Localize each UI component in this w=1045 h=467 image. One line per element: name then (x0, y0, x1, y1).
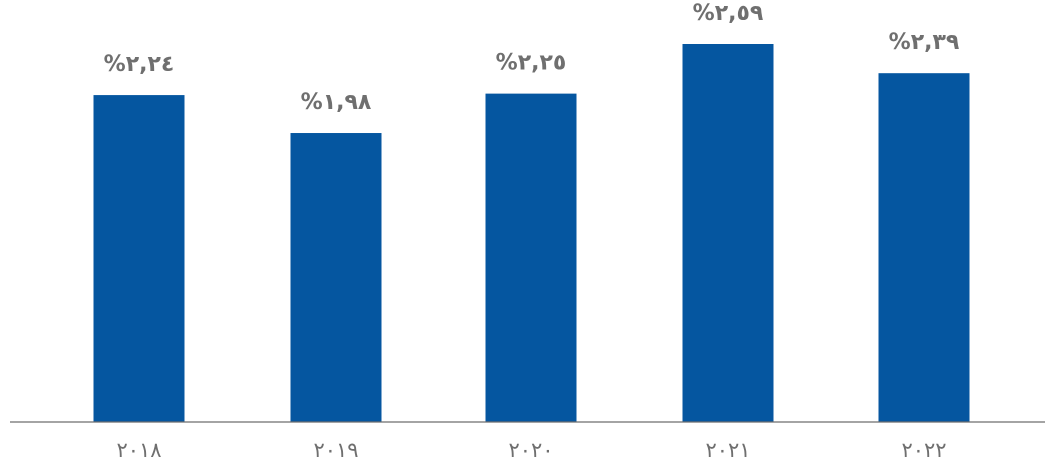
bar-0 (93, 95, 185, 422)
data-label-0: %٢,٢٤ (104, 52, 175, 77)
data-label-3: %٢,٥٩ (693, 1, 764, 26)
x-tick-label-4: ٢٠٢٢ (901, 438, 946, 462)
bars-group (93, 44, 970, 423)
x-tick-label-1: ٢٠١٩ (313, 438, 358, 462)
x-tick-labels-group: ٢٠١٨ ٢٠١٩ ٢٠٢٠ ٢٠٢١ ٢٠٢٢ (116, 438, 946, 462)
x-tick-label-0: ٢٠١٨ (116, 438, 161, 462)
bar-1 (290, 133, 382, 422)
value-labels-group: %٢,٢٤ %١,٩٨ %٢,٢٥ %٢,٥٩ %٢,٣٩ (104, 1, 960, 115)
x-tick-label-2: ٢٠٢٠ (508, 438, 553, 462)
x-tick-label-3: ٢٠٢١ (705, 438, 750, 462)
bar-4 (878, 73, 970, 423)
bar-2 (485, 93, 577, 423)
data-label-2: %٢,٢٥ (496, 51, 567, 76)
bar-3 (682, 44, 774, 422)
data-label-1: %١,٩٨ (301, 90, 372, 115)
data-label-4: %٢,٣٩ (889, 30, 960, 55)
